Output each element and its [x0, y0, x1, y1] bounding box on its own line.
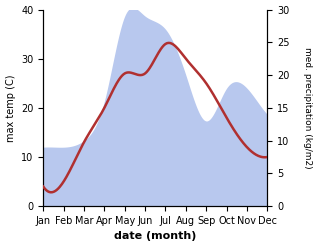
Y-axis label: med. precipitation (kg/m2): med. precipitation (kg/m2) [303, 47, 313, 169]
Y-axis label: max temp (C): max temp (C) [5, 74, 16, 142]
X-axis label: date (month): date (month) [114, 231, 197, 242]
